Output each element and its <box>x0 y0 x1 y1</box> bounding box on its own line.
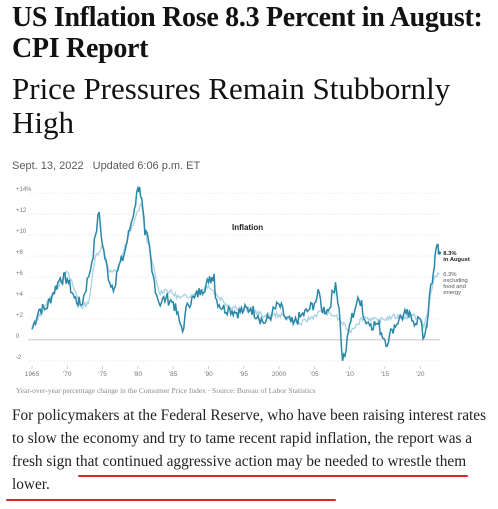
chart-title: Inflation <box>232 223 263 232</box>
y-tick-label: +4 <box>16 292 24 298</box>
headline-annotation-value: 8.3% <box>443 251 456 257</box>
headline-end-point <box>437 251 442 255</box>
core-annotation-label: energy <box>443 290 461 296</box>
y-tick-label: -2 <box>16 355 22 361</box>
x-tick-label: '20 <box>416 371 425 378</box>
y-tick-label: +14% <box>16 187 32 193</box>
subheadline: Price Pressures Remain Stubbornly High <box>12 71 451 140</box>
x-tick-label: '95 <box>240 371 249 378</box>
y-tick-label: 0 <box>16 334 20 340</box>
article-body-paragraph: For policymakers at the Federal Reserve,… <box>12 404 496 496</box>
x-tick-label: '05 <box>310 371 319 378</box>
dateline: Sept. 13, 2022 Updated 6:06 p.m. ET <box>12 160 206 172</box>
headline-annotation-label: in August <box>443 257 470 263</box>
x-tick-label: '80 <box>134 371 143 378</box>
x-tick-label: 2000 <box>272 371 287 378</box>
y-axis-tick-labels: +14% +12 +10 +8 +6 +4 +2 0 -2 <box>16 187 32 361</box>
chart-gridlines <box>28 192 440 362</box>
body-text-highlight: the report was a fresh sign that continu… <box>12 430 473 493</box>
y-tick-label: +2 <box>16 313 24 319</box>
chart-source-note: Year-over-year percentage change in the … <box>16 386 316 395</box>
headline-inflation-line <box>31 185 440 361</box>
headline: US Inflation Rose 8.3 Percent in August:… <box>12 2 483 64</box>
body-text-lead: For policymakers at the Federal Reserve,… <box>12 407 487 447</box>
updated-time: Updated 6:06 p.m. ET <box>92 160 201 172</box>
publish-date: Sept. 13, 2022 <box>12 160 84 172</box>
core-annotation-value: 6.3% <box>443 272 456 278</box>
x-tick-label: '15 <box>381 371 390 378</box>
y-tick-label: +8 <box>16 250 24 256</box>
x-tick-label: '90 <box>204 371 213 378</box>
x-tick-label: '10 <box>345 371 354 378</box>
y-tick-label: +10 <box>16 229 27 235</box>
core-annotation-label: food and <box>443 284 466 290</box>
x-tick-label: '85 <box>169 371 178 378</box>
highlight-underline-1 <box>78 475 468 477</box>
x-tick-label: '70 <box>63 371 72 378</box>
y-tick-label: +12 <box>16 208 27 214</box>
core-annotation-label: excluding <box>443 278 468 284</box>
x-tick-label: '75 <box>98 371 107 378</box>
y-tick-label: +6 <box>16 271 24 277</box>
highlight-underline-2 <box>6 499 336 501</box>
core-inflation-line <box>31 202 440 334</box>
x-axis-tick-labels: 1965 '70 '75 '80 '85 '90 '95 2000 '05 '10 '15 '20 <box>25 366 425 378</box>
inflation-chart: +14% +12 +10 +8 +6 +4 +2 0 -2 1965 '70 '75 '80 '85 '9… <box>16 185 470 378</box>
x-tick-label: 1965 <box>25 371 40 378</box>
